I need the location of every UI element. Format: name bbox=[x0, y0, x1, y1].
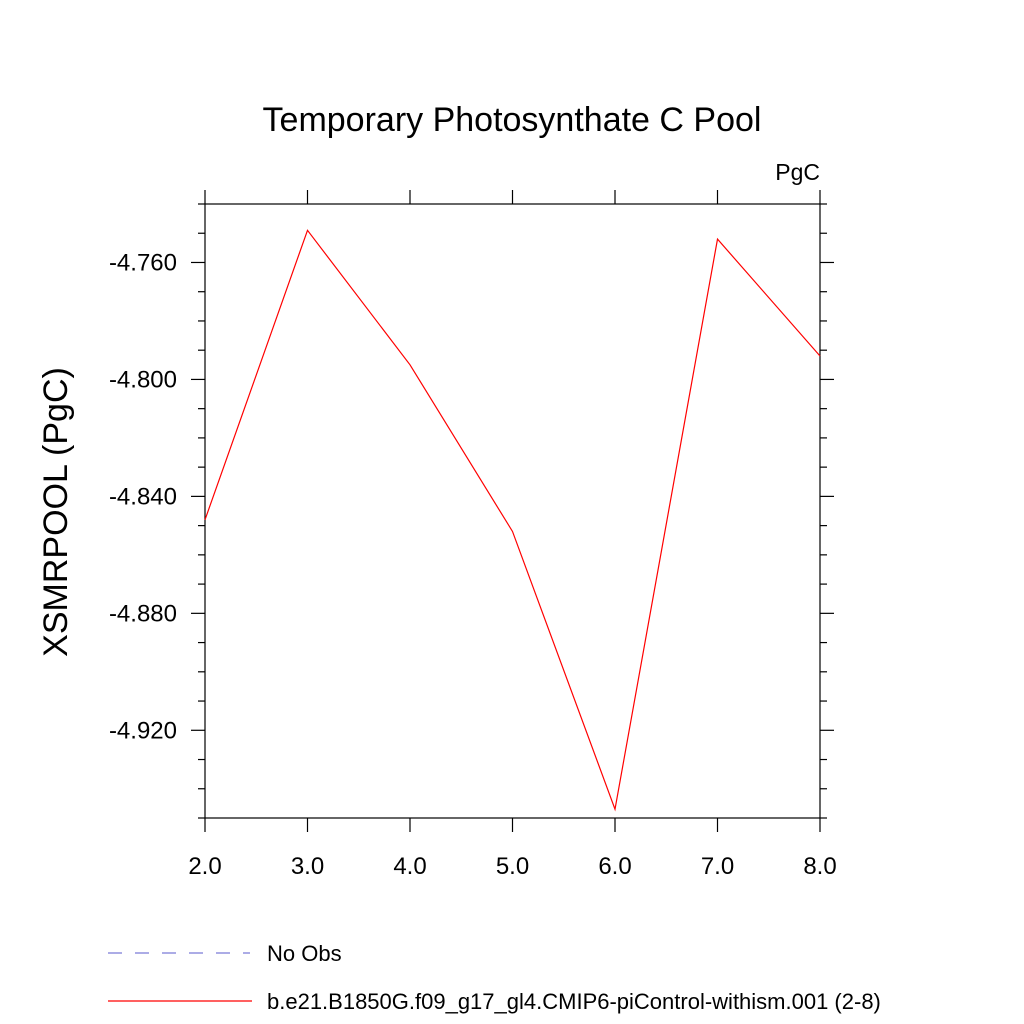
series-line-0 bbox=[204, 229, 821, 812]
legend-label-model: b.e21.B1850G.f09_g17_gl4.CMIP6-piControl… bbox=[267, 989, 881, 1014]
y-tick-label: -4.800 bbox=[109, 366, 177, 393]
plot-frame bbox=[204, 203, 821, 819]
series-layer bbox=[204, 229, 821, 812]
x-tick-label: 3.0 bbox=[291, 853, 324, 880]
x-tick-label: 5.0 bbox=[496, 853, 529, 880]
x-tick-label: 6.0 bbox=[598, 853, 631, 880]
y-tick-label: -4.920 bbox=[109, 717, 177, 744]
legend-label-no-obs: No Obs bbox=[267, 941, 342, 966]
x-tick-label: 8.0 bbox=[803, 853, 836, 880]
y-tick-label: -4.840 bbox=[109, 483, 177, 510]
y-tick-label: -4.760 bbox=[109, 249, 177, 276]
x-tick-label: 4.0 bbox=[393, 853, 426, 880]
y-tick-label: -4.880 bbox=[109, 600, 177, 627]
legend: No Obs b.e21.B1850G.f09_g17_gl4.CMIP6-pi… bbox=[108, 941, 881, 1014]
chart-title: Temporary Photosynthate C Pool bbox=[263, 101, 762, 139]
units-label: PgC bbox=[775, 159, 820, 185]
x-tick-label: 7.0 bbox=[701, 853, 734, 880]
x-tick-label: 2.0 bbox=[188, 853, 221, 880]
y-axis-label: XSMRPOOL (PgC) bbox=[37, 367, 75, 657]
axis-ticks: 2.0 3.0 4.0 5.0 6.0 7.0 8.0 -4.760 -4.800 -4.840 -… bbox=[109, 190, 837, 880]
